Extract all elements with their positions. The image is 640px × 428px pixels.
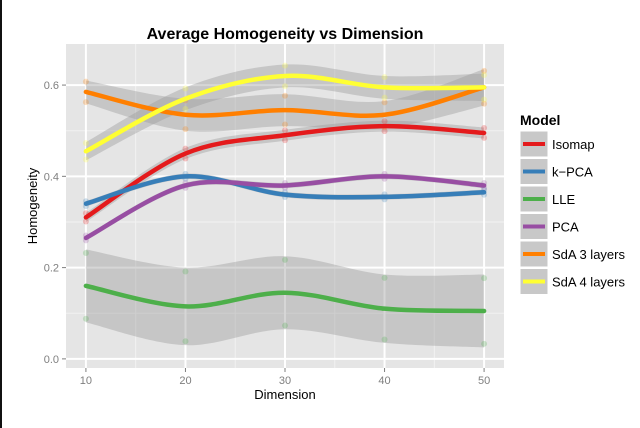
y-axis-label: Homogeneity (25, 167, 40, 244)
y-tick-label: 0.2 (44, 263, 59, 275)
data-point (381, 94, 388, 101)
data-point (282, 92, 288, 99)
data-point (82, 250, 89, 257)
data-point (182, 268, 189, 275)
data-point (381, 274, 388, 281)
data-point (182, 85, 189, 92)
x-tick-label: 20 (179, 375, 191, 387)
data-point (282, 256, 288, 263)
data-point (381, 336, 388, 343)
confidence-band (85, 249, 485, 348)
image-border (0, 0, 2, 428)
data-point (481, 67, 488, 74)
data-point (282, 127, 288, 134)
legend-label: SdA 4 layers (552, 275, 625, 290)
data-point (182, 338, 189, 345)
data-point (481, 72, 488, 79)
data-point (381, 74, 388, 81)
data-point (82, 140, 89, 147)
data-point (481, 100, 488, 107)
series-line (83, 174, 487, 206)
data-point (381, 128, 388, 135)
data-point (381, 99, 388, 106)
x-tick-label: 40 (378, 375, 390, 387)
data-point (282, 62, 288, 69)
series-line (83, 174, 487, 241)
series-line (83, 283, 487, 314)
x-axis-label: Dimension (254, 387, 315, 402)
data-point (282, 322, 288, 329)
series-line (83, 123, 487, 220)
data-point (481, 125, 488, 132)
chart-title: Average Homogeneity vs Dimension (147, 26, 424, 43)
data-point (182, 145, 189, 152)
x-tick-label: 30 (279, 375, 291, 387)
series-line (83, 73, 487, 154)
data-point (282, 137, 288, 144)
data-point (282, 83, 288, 90)
data-point (282, 121, 288, 128)
data-point (82, 156, 89, 163)
y-tick-label: 0.4 (44, 171, 59, 183)
legend-label: PCA (552, 220, 579, 235)
data-point (481, 340, 488, 347)
data-point (82, 315, 89, 322)
x-tick-label: 50 (478, 375, 490, 387)
legend-label: Isomap (552, 137, 595, 152)
legend-title: Model (520, 112, 560, 128)
data-point (182, 106, 189, 113)
y-tick-label: 0.6 (44, 80, 59, 92)
data-point (182, 126, 189, 133)
data-point (82, 78, 89, 85)
data-point (481, 275, 488, 282)
legend-label: k−PCA (552, 165, 593, 180)
data-point (82, 218, 89, 225)
x-tick-label: 10 (80, 375, 92, 387)
data-point (381, 118, 388, 125)
data-point (481, 96, 488, 103)
y-tick-label: 0.0 (44, 354, 59, 366)
data-point (481, 134, 488, 141)
data-point (82, 99, 89, 106)
legend-label: LLE (552, 192, 575, 207)
series-line (83, 85, 487, 118)
data-point (182, 155, 189, 162)
legend-label: SdA 3 layers (552, 247, 625, 262)
